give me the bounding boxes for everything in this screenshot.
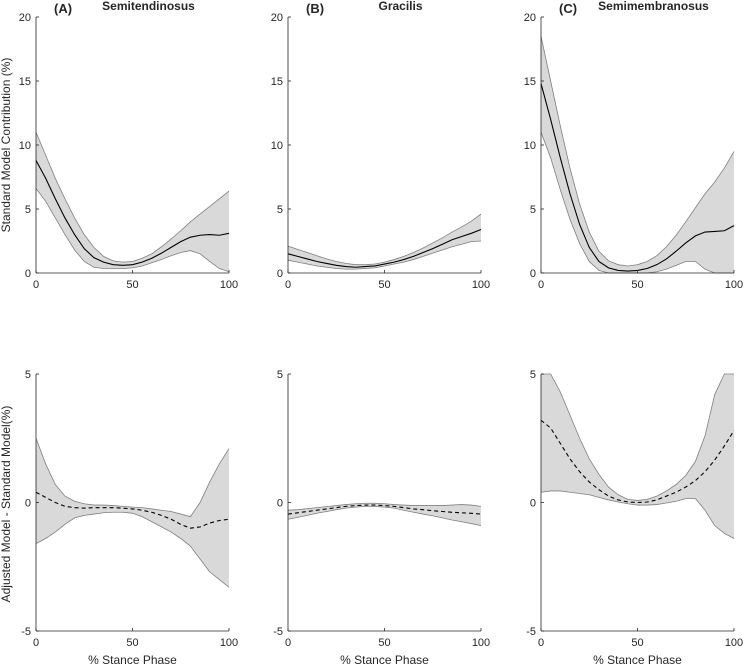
y-tick-label: 10 xyxy=(19,140,31,152)
x-axis-label: % Stance Phase xyxy=(88,653,177,667)
y-tick-label: 0 xyxy=(25,498,31,510)
x-tick-label: 50 xyxy=(631,637,643,649)
y-tick-label: 20 xyxy=(271,12,283,24)
y-tick-label: 0 xyxy=(530,268,536,280)
y-tick-label: 5 xyxy=(25,204,31,216)
x-tick-label: 50 xyxy=(378,637,390,649)
y-tick-label: 0 xyxy=(25,268,31,280)
panel-b-top: 0 5 10 15 20 0 50 100 (B) Gracilis xyxy=(271,0,490,291)
y-tick-label: -5 xyxy=(21,626,31,638)
panel-title: Gracilis xyxy=(378,0,422,13)
y-tick-label: -5 xyxy=(526,626,536,638)
y-tick-label: 5 xyxy=(530,369,536,381)
x-tick-label: 0 xyxy=(538,637,544,649)
x-tick-label: 0 xyxy=(33,637,39,649)
x-tick-label: 100 xyxy=(220,637,238,649)
band-lower-edge xyxy=(540,490,735,539)
y-tick-label: 5 xyxy=(277,204,283,216)
y-tick-label: 10 xyxy=(524,140,536,152)
band-upper-edge xyxy=(35,132,230,263)
mean-line xyxy=(540,419,735,504)
band-area xyxy=(541,36,734,274)
y-tick-label: 5 xyxy=(277,369,283,381)
band-area xyxy=(36,132,229,272)
band-lower-edge xyxy=(35,511,230,588)
band-upper-edge xyxy=(287,502,482,511)
y-tick-label: 15 xyxy=(19,76,31,88)
x-tick-label: 100 xyxy=(472,279,490,291)
y-tick-label: 0 xyxy=(277,268,283,280)
band-upper-edge xyxy=(540,36,735,267)
y-tick-label: 10 xyxy=(271,140,283,152)
band-upper-edge xyxy=(35,438,230,518)
x-tick-label: 100 xyxy=(220,279,238,291)
panel-title: Semitendinosus xyxy=(102,0,195,13)
x-tick-label: 100 xyxy=(472,637,490,649)
panel-title: Semimembranosus xyxy=(598,0,709,13)
y-tick-label: 20 xyxy=(524,12,536,24)
band-upper-edge xyxy=(541,373,734,501)
y-tick-label: 5 xyxy=(530,204,536,216)
x-tick-label: 50 xyxy=(126,279,138,291)
band-upper-edge xyxy=(287,213,482,266)
x-axis-label: % Stance Phase xyxy=(593,653,682,667)
mean-line xyxy=(287,504,482,515)
x-tick-label: 50 xyxy=(631,279,643,291)
x-tick-label: 0 xyxy=(285,279,291,291)
y-tick-label: 5 xyxy=(25,369,31,381)
y-tick-label: 0 xyxy=(277,498,283,510)
x-tick-label: 50 xyxy=(126,637,138,649)
band-area xyxy=(288,503,481,526)
mean-line xyxy=(35,491,230,529)
panel-letter: (A) xyxy=(54,1,72,16)
x-tick-label: 100 xyxy=(725,637,743,649)
panel-letter: (C) xyxy=(559,1,577,16)
band-lower-edge xyxy=(287,505,482,527)
band-lower-edge xyxy=(35,188,230,273)
panel-letter: (B) xyxy=(306,1,324,16)
y-axis-label-bottom: Adjusted Model - Standard Model(%) xyxy=(0,406,13,603)
x-tick-label: 50 xyxy=(378,279,390,291)
y-tick-label: 15 xyxy=(524,76,536,88)
y-axis-label-top: Standard Model Contribution (%) xyxy=(0,58,13,233)
band-area xyxy=(36,438,229,588)
x-tick-label: 100 xyxy=(725,279,743,291)
band-area xyxy=(541,374,734,539)
panel-a-top: 0 5 10 15 20 0 50 100 (A) Semitendinosus xyxy=(19,0,238,291)
band-area xyxy=(288,214,481,270)
y-tick-label: 15 xyxy=(271,76,283,88)
y-tick-label: 20 xyxy=(19,12,31,24)
y-tick-label: -5 xyxy=(273,626,283,638)
y-tick-label: 0 xyxy=(530,498,536,510)
mean-line xyxy=(35,160,230,266)
x-axis-label: % Stance Phase xyxy=(340,653,429,667)
panel-c-top: 0 5 10 15 20 0 50 100 (C) Semimembranosus xyxy=(524,0,743,291)
mean-line xyxy=(287,228,482,268)
x-tick-label: 0 xyxy=(538,279,544,291)
x-tick-label: 0 xyxy=(285,637,291,649)
band-lower-edge xyxy=(287,240,482,270)
x-tick-label: 0 xyxy=(33,279,39,291)
